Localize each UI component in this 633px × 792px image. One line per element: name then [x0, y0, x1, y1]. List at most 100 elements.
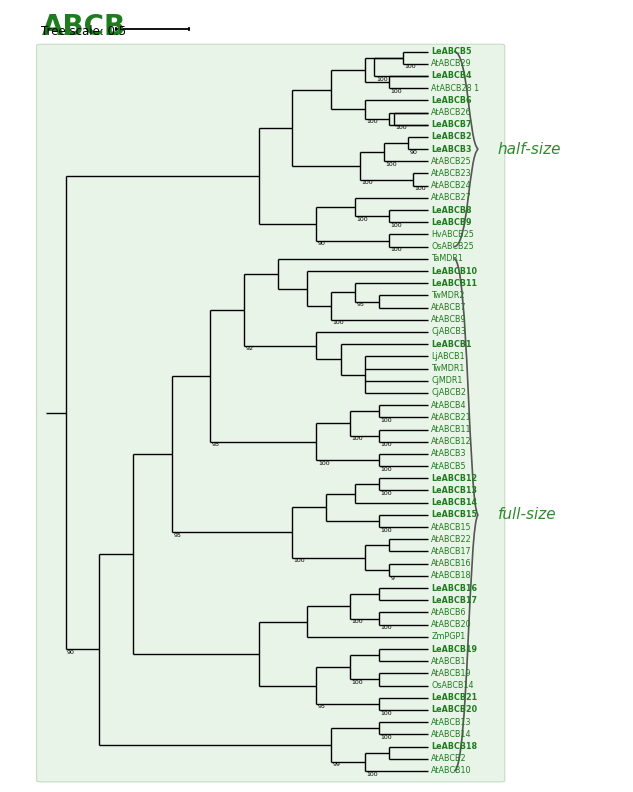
Text: TwMDR1: TwMDR1: [431, 364, 465, 373]
Text: LeABCB11: LeABCB11: [431, 279, 477, 287]
Text: 99: 99: [332, 763, 341, 767]
Text: 98: 98: [212, 443, 220, 447]
Text: CjMDR1: CjMDR1: [431, 376, 463, 385]
Text: 100: 100: [352, 619, 363, 624]
Text: 100: 100: [376, 77, 387, 82]
Text: AtABCB21: AtABCB21: [431, 413, 472, 422]
Text: 100: 100: [391, 89, 402, 93]
Text: 92: 92: [246, 346, 254, 352]
Text: 100: 100: [367, 120, 378, 124]
Text: ABCB: ABCB: [41, 13, 125, 40]
Text: 100: 100: [367, 771, 378, 776]
Text: AtABCB20: AtABCB20: [431, 620, 472, 629]
Text: 100: 100: [385, 162, 397, 167]
Text: AtABCB26: AtABCB26: [431, 108, 472, 117]
Text: 100: 100: [294, 558, 306, 563]
Text: LeABCB16: LeABCB16: [431, 584, 477, 592]
Text: AtABCB23: AtABCB23: [431, 169, 472, 178]
FancyBboxPatch shape: [37, 44, 505, 782]
Text: LeABCB5: LeABCB5: [431, 47, 472, 56]
Text: LeABCB20: LeABCB20: [431, 706, 477, 714]
Text: AtABCB7: AtABCB7: [431, 303, 467, 312]
Text: 100: 100: [405, 64, 417, 70]
Text: AtABCB1: AtABCB1: [431, 657, 467, 666]
Text: AtABCB16: AtABCB16: [431, 559, 472, 568]
Text: LeABCB7: LeABCB7: [431, 120, 472, 129]
Text: AtABCB11: AtABCB11: [431, 425, 472, 434]
Text: AtABCB6: AtABCB6: [431, 608, 467, 617]
Text: LeABCB10: LeABCB10: [431, 267, 477, 276]
Text: LeABCB13: LeABCB13: [431, 486, 477, 495]
Text: OsABCB14: OsABCB14: [431, 681, 474, 690]
Text: 100: 100: [395, 125, 407, 131]
Text: AtABCB19: AtABCB19: [431, 669, 472, 678]
Text: 9: 9: [391, 577, 394, 581]
Text: AtABCB2: AtABCB2: [431, 754, 467, 763]
Text: 95: 95: [318, 704, 326, 710]
Text: CjABCB2: CjABCB2: [431, 388, 467, 398]
Text: AtABCB5: AtABCB5: [431, 462, 467, 470]
Text: AtABCB4: AtABCB4: [431, 401, 467, 409]
Text: ZmPGP1: ZmPGP1: [431, 632, 466, 642]
Text: 100: 100: [332, 321, 344, 326]
Text: AtABCB28 1: AtABCB28 1: [431, 84, 479, 93]
Text: AtABCB9: AtABCB9: [431, 315, 467, 324]
Text: LjABCB1: LjABCB1: [431, 352, 465, 361]
Text: HvABCB25: HvABCB25: [431, 230, 474, 239]
Text: 100: 100: [415, 186, 426, 192]
Text: 100: 100: [380, 443, 392, 447]
Text: 100: 100: [391, 223, 402, 228]
Text: 100: 100: [380, 710, 392, 716]
Text: 100: 100: [352, 436, 363, 441]
Text: LeABCB12: LeABCB12: [431, 474, 477, 483]
Text: full-size: full-size: [498, 508, 556, 523]
Text: LeABCB2: LeABCB2: [431, 132, 472, 142]
Text: 100: 100: [356, 217, 368, 222]
Text: 90: 90: [410, 150, 418, 154]
Text: AtABCB18: AtABCB18: [431, 571, 472, 581]
Text: AtABCB13: AtABCB13: [431, 718, 472, 727]
Text: AtABCB14: AtABCB14: [431, 730, 472, 739]
Text: Tree scale: 0.5: Tree scale: 0.5: [41, 25, 127, 38]
Text: CjABCB3: CjABCB3: [431, 327, 467, 337]
Text: AtABCB3: AtABCB3: [431, 449, 467, 459]
Text: 100: 100: [361, 181, 373, 185]
Text: AtABCB15: AtABCB15: [431, 523, 472, 531]
Text: LeABCB18: LeABCB18: [431, 742, 477, 751]
Text: 100: 100: [380, 466, 392, 472]
Text: 100: 100: [380, 735, 392, 740]
Text: 100: 100: [380, 418, 392, 423]
Text: LeABCB17: LeABCB17: [431, 596, 477, 605]
Text: OsABCB25: OsABCB25: [431, 242, 474, 251]
Text: 100: 100: [380, 625, 392, 630]
Text: AtABCB22: AtABCB22: [431, 535, 472, 544]
Text: AtABCB17: AtABCB17: [431, 547, 472, 556]
Text: AtABCB10: AtABCB10: [431, 767, 472, 775]
Text: LeABCB9: LeABCB9: [431, 218, 472, 227]
Text: TaMDR1: TaMDR1: [431, 254, 463, 263]
Text: half-size: half-size: [498, 142, 561, 157]
Text: 95: 95: [173, 533, 181, 538]
Text: LeABCB4: LeABCB4: [431, 71, 472, 81]
Text: LeABCB19: LeABCB19: [431, 645, 477, 653]
Text: 90: 90: [318, 241, 326, 246]
Text: AtABCB27: AtABCB27: [431, 193, 472, 203]
Text: 95: 95: [356, 302, 365, 307]
Text: AtABCB29: AtABCB29: [431, 59, 472, 68]
Text: LeABCB14: LeABCB14: [431, 498, 477, 507]
Text: AtABCB25: AtABCB25: [431, 157, 472, 166]
Text: 100: 100: [391, 247, 402, 252]
Text: LeABCB1: LeABCB1: [431, 340, 472, 348]
Text: 100: 100: [380, 491, 392, 496]
Text: LeABCB3: LeABCB3: [431, 145, 472, 154]
Text: 100: 100: [318, 461, 330, 466]
Text: LeABCB8: LeABCB8: [431, 206, 472, 215]
Text: AtABCB12: AtABCB12: [431, 437, 472, 446]
Text: 90: 90: [67, 650, 75, 655]
Text: 100: 100: [380, 527, 392, 533]
Text: LeABCB6: LeABCB6: [431, 96, 472, 105]
Text: 100: 100: [352, 680, 363, 685]
Text: LeABCB15: LeABCB15: [431, 510, 477, 520]
Text: TwMDR2: TwMDR2: [431, 291, 465, 300]
Text: LeABCB21: LeABCB21: [431, 693, 477, 703]
